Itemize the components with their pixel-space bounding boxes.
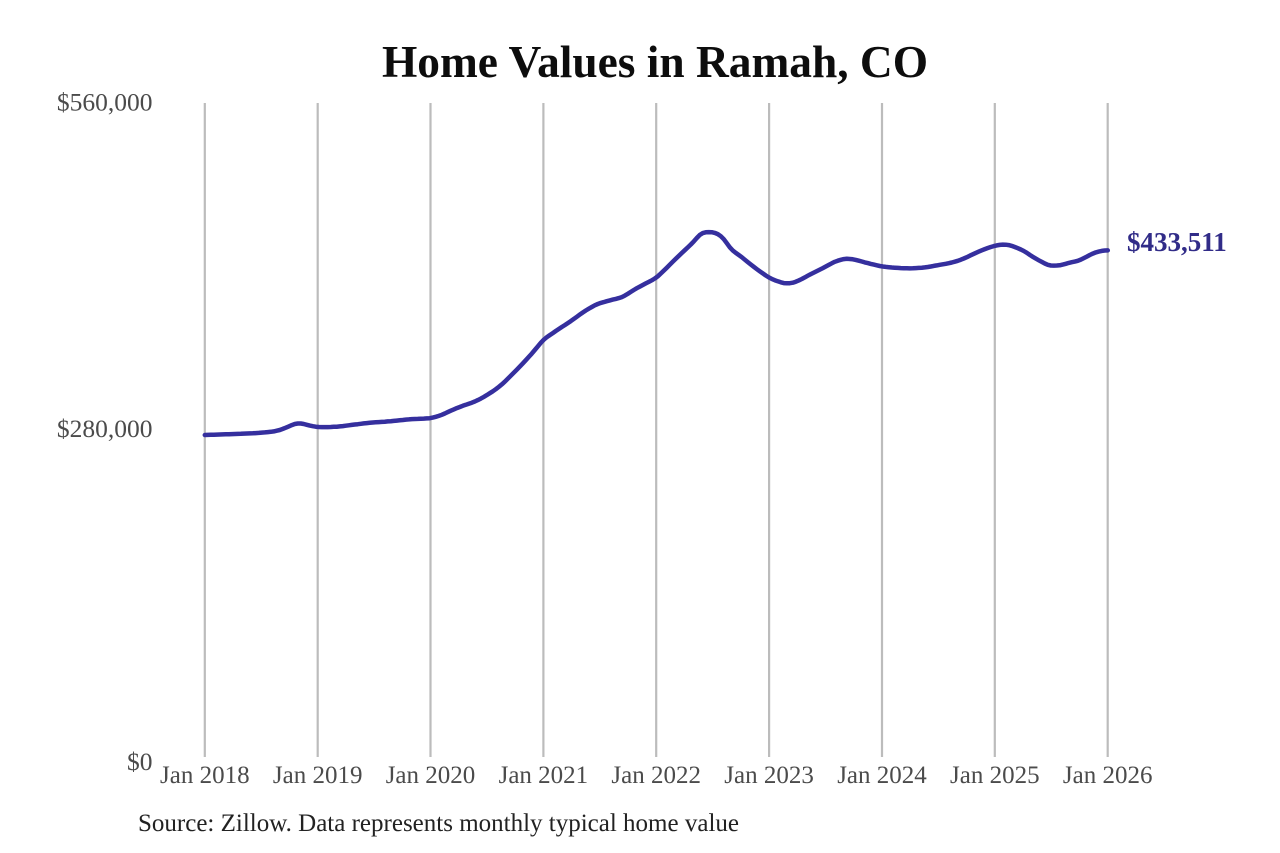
svg-text:Home Values in Ramah, CO: Home Values in Ramah, CO — [382, 37, 928, 87]
svg-text:Jan 2023: Jan 2023 — [724, 762, 814, 789]
svg-text:Jan 2025: Jan 2025 — [950, 762, 1040, 789]
svg-text:Jan 2026: Jan 2026 — [1063, 762, 1153, 789]
svg-text:Jan 2020: Jan 2020 — [386, 762, 476, 789]
svg-text:Source: Zillow. Data represent: Source: Zillow. Data represents monthly … — [138, 810, 739, 837]
svg-text:Jan 2021: Jan 2021 — [499, 762, 589, 789]
svg-text:$433,511: $433,511 — [1127, 227, 1227, 257]
svg-text:$280,000: $280,000 — [57, 414, 153, 443]
svg-text:Jan 2019: Jan 2019 — [273, 762, 363, 789]
svg-text:$560,000: $560,000 — [57, 88, 153, 117]
svg-text:Jan 2018: Jan 2018 — [160, 762, 250, 789]
svg-text:$0: $0 — [127, 747, 153, 776]
svg-text:Jan 2024: Jan 2024 — [837, 762, 927, 789]
svg-text:Jan 2022: Jan 2022 — [611, 762, 701, 789]
